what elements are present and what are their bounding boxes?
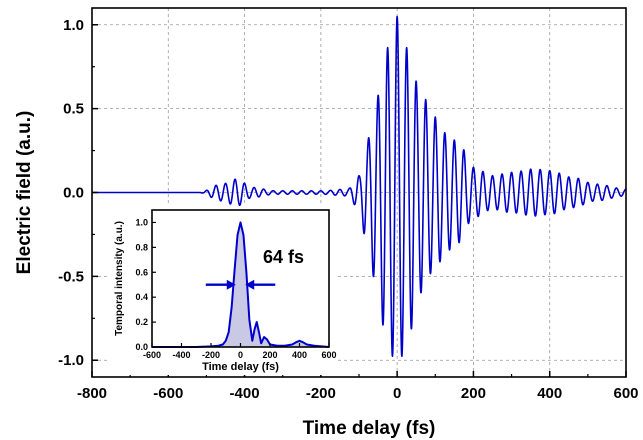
inset-x-tick-label: 0	[238, 350, 243, 360]
y-tick-label: 1.0	[63, 17, 84, 34]
main-axis-ticks: -800 -600 -400 -200 0 200 400 600 -1.0 -0.5 0.0 0.5…	[58, 17, 638, 402]
y-tick-label: -0.5	[58, 268, 84, 285]
x-tick-label: 200	[461, 385, 486, 402]
inset-x-tick-label: 200	[262, 350, 277, 360]
x-tick-label: -800	[77, 385, 107, 402]
inset-y-axis-label: Temporal intensity (a.u.)	[114, 221, 125, 336]
x-tick-label: 400	[537, 385, 562, 402]
fwhm-arrow-head	[245, 279, 255, 290]
main-y-axis-label: Electric field (a.u.)	[14, 111, 35, 275]
inset-y-tick-label: 0.0	[135, 342, 148, 352]
inset-axis-ticks: -600 -400 -200 0 200 400 600 0.0 0.2 0.4 0.6 0.8 1.0	[135, 217, 336, 360]
inset-y-tick-label: 1.0	[135, 217, 148, 227]
x-tick-label: -200	[306, 385, 336, 402]
intensity-area	[152, 222, 329, 347]
x-tick-label: 0	[393, 385, 401, 402]
pulse-width-annotation: 64 fs	[263, 247, 304, 267]
electric-field-line	[91, 15, 627, 358]
inset-x-tick-label: -600	[143, 350, 161, 360]
y-tick-label: 0.0	[63, 185, 84, 202]
intensity-line	[152, 221, 330, 348]
main-x-axis-label: Time delay (fs)	[303, 418, 436, 439]
x-tick-label: -600	[153, 385, 183, 402]
inset-y-tick-label: 0.2	[135, 317, 148, 327]
inset-y-tick-label: 0.4	[135, 292, 148, 302]
inset-x-axis-label: Time delay (fs)	[202, 361, 279, 373]
fwhm-arrows	[205, 279, 276, 290]
fwhm-arrow-head	[226, 279, 236, 290]
y-tick-label: 0.5	[63, 101, 84, 118]
y-tick-label: -1.0	[58, 352, 84, 369]
inset-x-tick-label: -200	[202, 350, 220, 360]
inset-y-tick-label: 0.6	[135, 267, 148, 277]
inset-x-tick-label: -400	[172, 350, 190, 360]
inset-chart: -600 -400 -200 0 200 400 600 0.0 0.2 0.4 0.6 0.8 1.0…	[110, 206, 337, 375]
inset-x-tick-label: 600	[321, 350, 336, 360]
x-tick-label: 600	[613, 385, 638, 402]
inset-x-tick-label: 400	[292, 350, 307, 360]
inset-y-tick-label: 0.8	[135, 242, 148, 252]
x-tick-label: -400	[230, 385, 260, 402]
